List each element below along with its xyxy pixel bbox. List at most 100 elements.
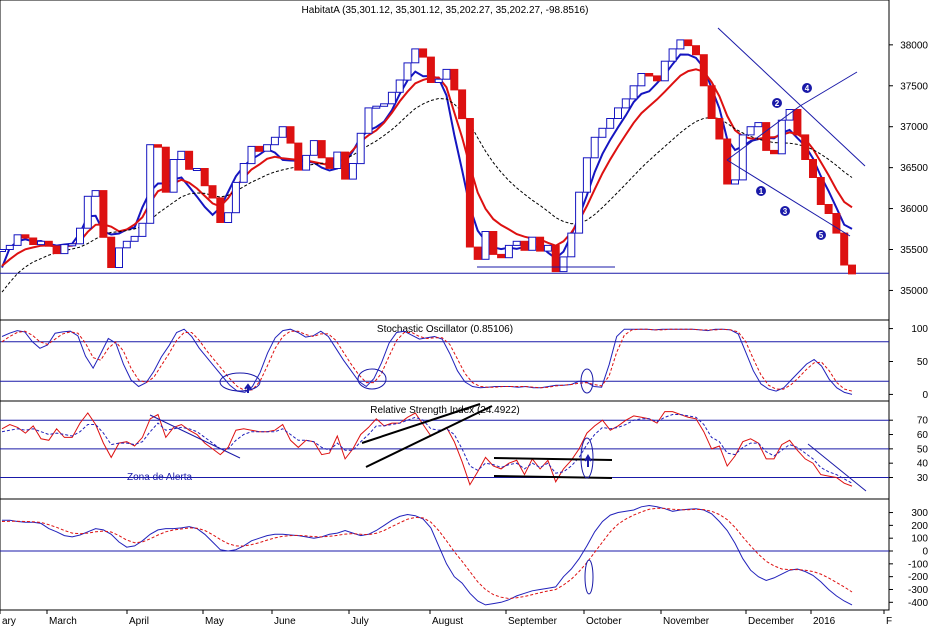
wave-label-text: 5 — [819, 231, 824, 240]
price-bar — [653, 75, 661, 82]
y-tick-label: 38000 — [900, 40, 928, 51]
oscillator-lines — [1, 504, 853, 606]
price-bar — [278, 126, 287, 138]
wave-label-badge — [756, 186, 766, 196]
price-bar — [816, 177, 825, 205]
y-tick-label: 0 — [922, 390, 928, 401]
price-bar — [333, 151, 342, 170]
price-bar — [606, 118, 615, 129]
price-bar — [317, 140, 326, 159]
wave-label-badge — [772, 98, 782, 108]
price-bar — [216, 197, 225, 223]
price-bar — [715, 118, 724, 140]
rsi-range-top-line — [493, 457, 613, 461]
wave-label-badge — [816, 230, 826, 240]
elliott-wave-labels: 1 2 3 4 5 — [756, 83, 826, 240]
price-bar — [0, 249, 6, 252]
price-bar — [224, 212, 233, 223]
channel-upper-line — [717, 27, 866, 167]
price-bar — [621, 98, 630, 109]
price-bar — [785, 109, 794, 121]
channel-lower-line — [726, 159, 851, 237]
x-tick-label: June — [274, 616, 296, 626]
price-bar — [575, 191, 584, 234]
rsi-panel-title: Relative Strength Index (24.4922) — [370, 405, 520, 416]
rsi-channel-upper — [361, 403, 481, 444]
price-bar — [848, 264, 856, 275]
price-bar — [676, 39, 685, 50]
price-bar — [99, 190, 108, 238]
price-bar — [21, 234, 30, 239]
price-bar — [395, 79, 404, 93]
y-tick-label: 36000 — [900, 204, 928, 215]
rsi-channel-lower — [365, 405, 493, 468]
price-bars — [0, 39, 856, 275]
series-line-2 — [1, 328, 853, 392]
rsi-arrow-up-icon — [584, 454, 592, 467]
price-panel-frame — [0, 0, 890, 321]
price-bar — [364, 107, 373, 134]
price-bar — [37, 240, 45, 246]
trend-annotations — [477, 27, 866, 268]
price-bar — [122, 240, 131, 249]
series-line-2 — [1, 507, 853, 600]
price-bar — [746, 126, 755, 136]
price-bar — [247, 145, 256, 165]
price-bar — [348, 163, 357, 180]
y-tick-label: 35000 — [900, 286, 928, 297]
price-bar — [5, 244, 14, 250]
price-bar — [629, 85, 638, 100]
price-bar — [582, 157, 591, 193]
y-tick-label: 70 — [917, 416, 929, 427]
price-bar — [692, 45, 700, 56]
price-bar — [239, 163, 248, 183]
rsi-circle-october — [580, 437, 594, 479]
price-bar — [294, 142, 303, 171]
wave-label-text: 3 — [783, 207, 788, 216]
price-bar — [668, 48, 677, 62]
price-bar — [426, 56, 435, 83]
price-bar — [707, 85, 716, 120]
stochastic-lines — [1, 328, 853, 395]
oscillator-panel-frame — [0, 498, 890, 611]
price-bar — [637, 73, 646, 87]
series-line-2 — [1, 414, 853, 484]
alert-zone-label: Zona de Alerta — [127, 472, 192, 483]
price-bar — [146, 144, 155, 224]
price-bar — [231, 181, 240, 214]
price-bar — [465, 118, 474, 248]
price-bar — [598, 127, 607, 138]
price-bar — [325, 157, 334, 169]
price-bar — [473, 246, 482, 260]
price-bar — [489, 231, 498, 255]
price-bar — [192, 168, 201, 171]
triangle-left-upper-line — [726, 105, 801, 161]
price-bar — [44, 240, 53, 247]
wave-label-text: 2 — [775, 99, 780, 108]
wave-label-text: 4 — [805, 84, 810, 93]
price-panel-title: HabitatA (35,301.12, 35,301.12, 35,202.2… — [302, 5, 589, 16]
price-bar — [809, 159, 817, 178]
y-tick-label: -300 — [908, 585, 928, 596]
price-bar — [29, 237, 38, 245]
price-bar — [177, 150, 186, 161]
y-tick-label: 30 — [917, 473, 929, 484]
price-bar — [154, 144, 162, 148]
price-bar — [403, 62, 412, 81]
price-bar — [130, 235, 139, 242]
oversold-circle-october — [580, 368, 594, 394]
price-bar — [520, 240, 529, 251]
price-bar — [528, 236, 537, 251]
arrow-up-icon — [244, 383, 252, 393]
y-tick-label: 37500 — [900, 81, 928, 92]
price-bar — [419, 48, 428, 58]
x-tick-label: August — [432, 616, 463, 626]
rsi-lines — [1, 411, 853, 487]
price-bar — [91, 190, 100, 197]
price-bar — [411, 48, 420, 64]
price-bar — [450, 68, 459, 91]
price-bar — [660, 60, 669, 82]
price-bar — [567, 232, 576, 258]
